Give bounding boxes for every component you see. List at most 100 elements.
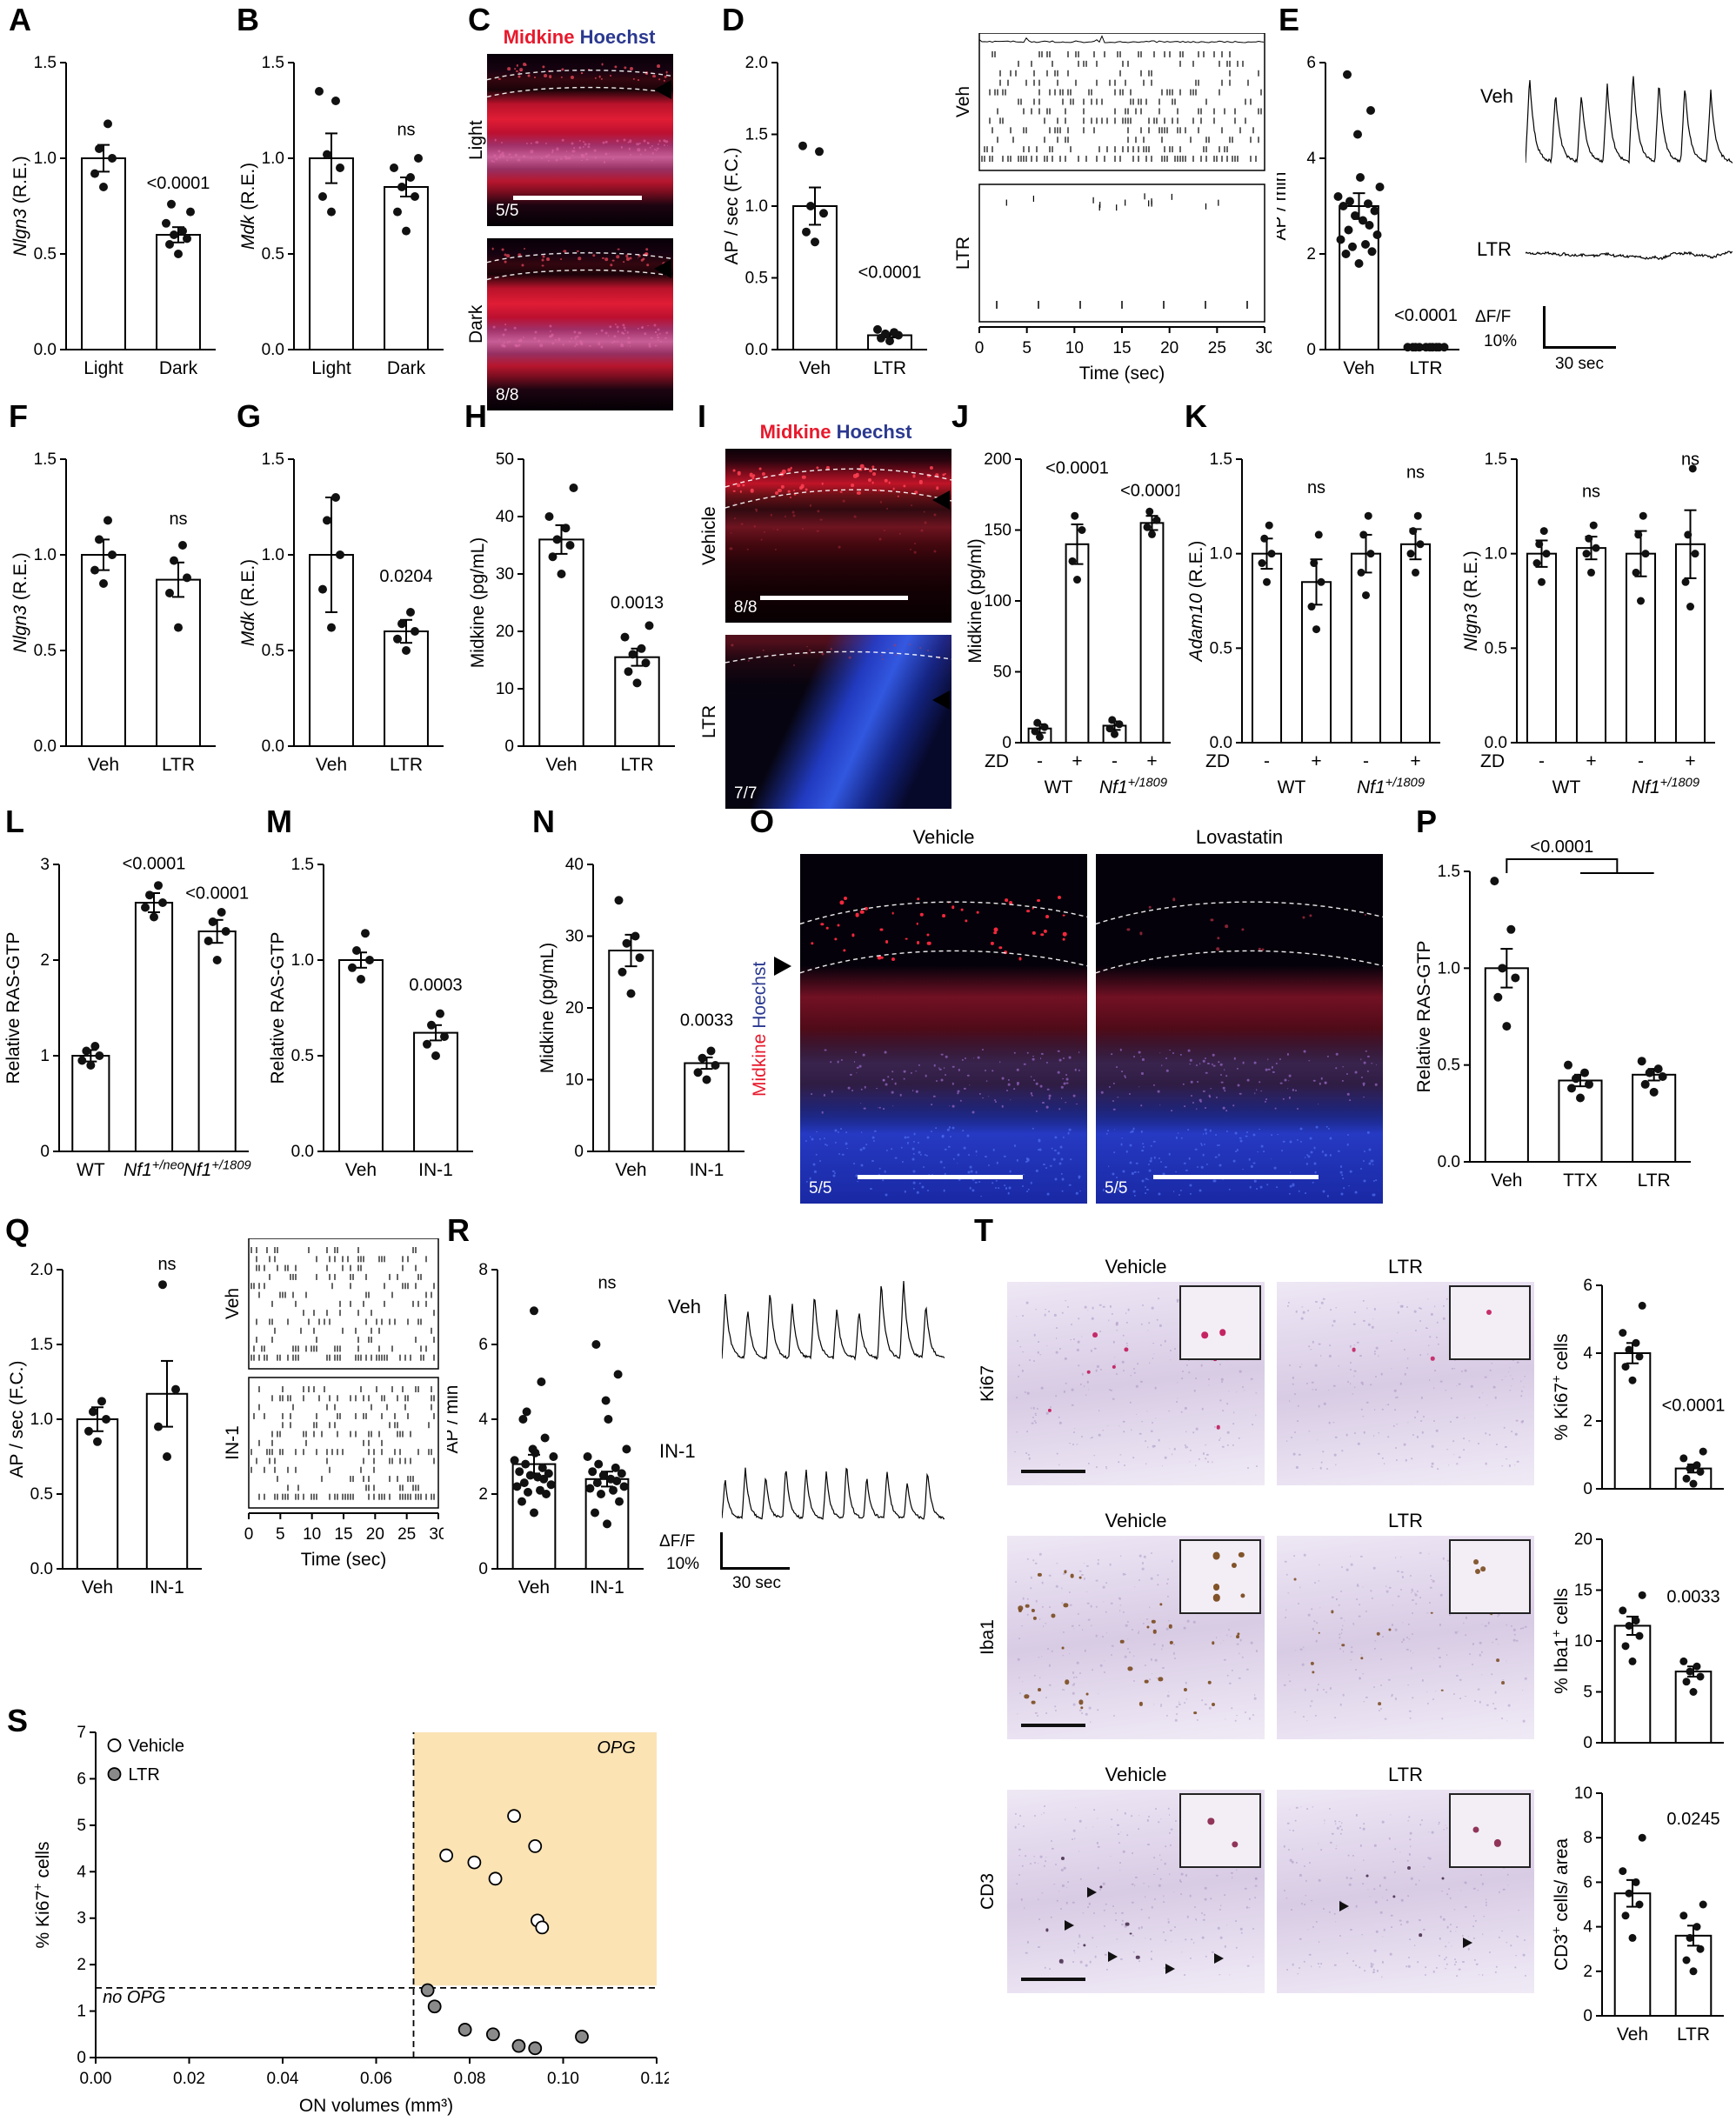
panel-g-letter: G — [237, 398, 262, 434]
trace-scale-bars: ΔF/F 10% 30 sec — [1475, 306, 1649, 384]
ltr-label: LTR — [699, 704, 719, 739]
svg-text:20: 20 — [1160, 339, 1178, 357]
svg-text:Veh: Veh — [82, 1578, 113, 1598]
panel-t-ki67-bar-chart: 0 2 4 6 % Ki67+ cells <0.0001 — [1551, 1256, 1731, 1504]
svg-text:Nf1+/1809: Nf1+/1809 — [1357, 777, 1425, 797]
svg-text:1.0: 1.0 — [745, 197, 768, 216]
svg-text:0.0033: 0.0033 — [1666, 1588, 1719, 1607]
image-count: 7/7 — [734, 784, 758, 803]
panel-h-bar-chart: 0 10 20 30 40 50 Midkine (pg/mL) Veh LTR 0.0013 — [463, 424, 685, 804]
svg-text:Light: Light — [311, 358, 351, 378]
image-count: 5/5 — [496, 202, 519, 220]
panel-k-nlgn3-bar-chart: 0.0 0.5 1.0 1.5 Nlgn3 (R.E.) ZD - + - + WT Nf1+/180… — [1459, 424, 1726, 822]
retina-image-lovastatin: 5/5 — [1096, 854, 1383, 1204]
svg-text:25: 25 — [397, 1525, 416, 1544]
svg-text:0.0: 0.0 — [34, 341, 57, 359]
svg-text:ns: ns — [157, 1255, 176, 1274]
svg-text:IN-1: IN-1 — [418, 1160, 453, 1180]
svg-text:2: 2 — [40, 951, 50, 970]
svg-text:0.0: 0.0 — [1210, 734, 1232, 752]
dashed-outline — [725, 449, 951, 623]
svg-text:WT: WT — [77, 1160, 105, 1180]
svg-text:0.5: 0.5 — [745, 270, 768, 288]
svg-text:10: 10 — [1574, 1784, 1592, 1803]
svg-text:10: 10 — [1065, 339, 1084, 357]
svg-text:IN-1: IN-1 — [223, 1425, 243, 1460]
svg-text:% Ki67+ cells: % Ki67+ cells — [32, 1842, 53, 1949]
svg-text:150: 150 — [984, 522, 1012, 540]
svg-text:0: 0 — [244, 1525, 254, 1544]
svg-text:Mdk (R.E.): Mdk (R.E.) — [238, 559, 258, 646]
svg-text:6: 6 — [478, 1336, 488, 1354]
svg-text:15: 15 — [1112, 339, 1131, 357]
svg-text:LTR: LTR — [390, 755, 423, 775]
panel-m-letter: M — [266, 804, 292, 839]
svg-text:1.5: 1.5 — [1210, 450, 1232, 469]
panel-a-bar-chart: 0.0 0.5 1.0 1.5 Nlgn3 (R.E.) Light Dark <0.0001 — [9, 28, 226, 408]
panel-o-letter: O — [750, 804, 775, 839]
svg-text:200: 200 — [984, 450, 1012, 469]
svg-text:5: 5 — [276, 1525, 285, 1544]
panel-h-letter: H — [464, 398, 487, 434]
svg-text:30: 30 — [429, 1525, 444, 1544]
panel-t-grid: Vehicle LTR Ki67 Vehicle LTR Iba1 Vehicl… — [976, 1212, 1736, 2091]
retina-image-vehicle: 5/5 — [800, 854, 1087, 1204]
panel-e-letter: E — [1279, 2, 1300, 37]
svg-text:ZD: ZD — [985, 751, 1009, 771]
svg-text:<0.0001: <0.0001 — [147, 174, 210, 193]
svg-text:8: 8 — [478, 1261, 488, 1279]
svg-text:30: 30 — [1255, 339, 1272, 357]
panel-q-bar-chart: 0.0 0.5 1.0 1.5 2.0 AP / sec (F.C.) Veh IN-1 ns — [5, 1235, 212, 1627]
svg-text:Veh: Veh — [518, 1578, 550, 1598]
panel-i-header: Midkine Hoechst — [722, 421, 950, 444]
panel-m-bar-chart: 0.0 0.5 1.0 1.5 Relative RAS-GTP Veh IN-1 0.000… — [266, 830, 484, 1210]
panel-i-images: Midkine Hoechst Vehicle 8/8 LTR 7/7 — [698, 421, 955, 814]
svg-text:ZD: ZD — [1205, 751, 1230, 771]
scale-bar — [760, 596, 908, 600]
svg-text:0.12: 0.12 — [641, 2070, 669, 2088]
svg-text:40: 40 — [565, 856, 584, 874]
scale-bar — [513, 196, 642, 200]
svg-text:10: 10 — [303, 1525, 321, 1544]
svg-text:0: 0 — [1583, 1480, 1592, 1498]
image-count: 8/8 — [496, 386, 519, 404]
svg-text:0.0: 0.0 — [1438, 1153, 1460, 1171]
retina-image-dark: 8/8 — [487, 238, 673, 410]
svg-text:0.5: 0.5 — [34, 642, 57, 660]
svg-text:Relative RAS-GTP: Relative RAS-GTP — [5, 931, 23, 1084]
calcium-trace-in1 — [721, 1405, 945, 1540]
svg-text:Veh: Veh — [1617, 2025, 1648, 2045]
ihc-image-ki67-ltr — [1277, 1282, 1534, 1485]
svg-text:1.5: 1.5 — [262, 54, 284, 72]
svg-text:30: 30 — [496, 565, 514, 584]
svg-text:0: 0 — [574, 1143, 584, 1161]
svg-text:Veh: Veh — [223, 1288, 243, 1319]
svg-text:IN-1: IN-1 — [150, 1578, 184, 1598]
time-scale-label: 30 sec — [732, 1574, 781, 1592]
svg-text:0.5: 0.5 — [1485, 639, 1507, 657]
panel-a-letter: A — [9, 2, 31, 37]
svg-text:8: 8 — [1583, 1829, 1592, 1847]
svg-text:1.5: 1.5 — [34, 54, 57, 72]
svg-text:6: 6 — [1306, 54, 1316, 72]
svg-text:0: 0 — [77, 2049, 86, 2067]
svg-text:0.0: 0.0 — [30, 1560, 53, 1578]
calcium-trace-veh — [721, 1252, 945, 1378]
svg-text:10: 10 — [496, 680, 514, 698]
svg-text:Veh: Veh — [615, 1160, 646, 1180]
svg-text:no OPG: no OPG — [103, 1988, 165, 2007]
svg-text:WT: WT — [1045, 777, 1073, 797]
panel-n-bar-chart: 0 10 20 30 40 Midkine (pg/mL) Veh IN-1 0.0033 — [532, 830, 755, 1210]
dashed-outline — [725, 635, 951, 809]
svg-text:100: 100 — [984, 592, 1012, 610]
svg-text:4: 4 — [478, 1411, 488, 1429]
svg-text:20: 20 — [565, 999, 584, 1017]
svg-text:0.5: 0.5 — [30, 1485, 53, 1504]
svg-text:1.0: 1.0 — [1485, 545, 1507, 564]
svg-text:ns: ns — [397, 121, 415, 140]
svg-text:Midkine (pg/mL): Midkine (pg/mL) — [468, 537, 488, 669]
scale-bar — [1021, 1470, 1085, 1473]
midkine-hoechst-vertical-label: Midkine Hoechst — [750, 854, 772, 1204]
panel-r-letter: R — [447, 1212, 470, 1248]
